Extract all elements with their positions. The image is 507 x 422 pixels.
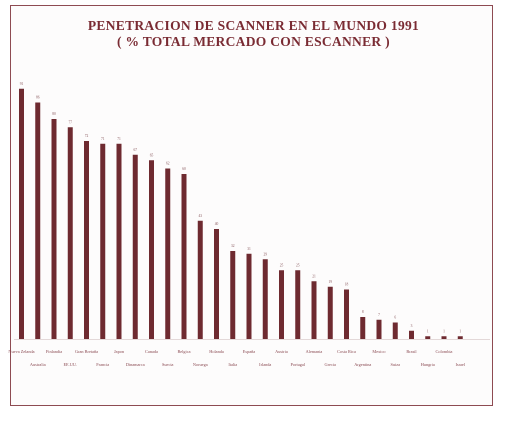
value-label: 8 [362, 310, 364, 314]
bar [295, 270, 301, 339]
category-label: Portugal [290, 362, 305, 367]
category-label: Austria [275, 349, 288, 354]
value-label: 71 [117, 137, 121, 141]
chart-subtitle: ( % TOTAL MERCADO CON ESCANNER ) [117, 34, 390, 49]
category-label: Nueva Zelanda [8, 349, 34, 354]
bar [376, 319, 382, 339]
bar [116, 143, 122, 339]
bar [279, 270, 284, 339]
bar [392, 322, 398, 339]
bar [327, 286, 333, 339]
value-label: 18 [345, 283, 349, 287]
value-label: 25 [280, 263, 284, 267]
category-label: Israel [455, 362, 465, 367]
value-label: 1 [427, 329, 429, 333]
bar [67, 127, 73, 339]
value-label: 1 [443, 329, 445, 333]
value-label: 7 [378, 313, 380, 317]
category-label: Hungria [421, 362, 435, 367]
category-label: Belgica [177, 349, 190, 354]
value-label: 19 [328, 280, 332, 284]
bar [214, 229, 219, 339]
category-label: Dinamarca [126, 362, 145, 367]
value-label: 21 [312, 274, 316, 278]
bar [197, 220, 203, 339]
category-label: Suiza [390, 362, 400, 367]
value-label: 86 [36, 96, 40, 100]
chart-frame [10, 5, 493, 406]
bar [35, 102, 41, 339]
category-label: Noruega [193, 362, 208, 367]
bar [262, 259, 268, 339]
category-label: Italia [228, 362, 237, 367]
category-label: Holanda [209, 349, 224, 354]
value-label: 65 [150, 153, 154, 157]
bar [230, 251, 236, 339]
value-label: 25 [296, 263, 300, 267]
bar [360, 317, 366, 339]
value-label: 43 [198, 214, 202, 218]
bar [457, 336, 463, 339]
category-label: Grecia [325, 362, 337, 367]
category-label: Finlandia [46, 349, 62, 354]
bar [132, 154, 138, 339]
value-label: 72 [85, 134, 89, 138]
bar [246, 253, 252, 339]
bar [409, 330, 414, 339]
bar [165, 168, 171, 339]
value-label: 40 [215, 222, 219, 226]
category-label: Brasil [406, 349, 417, 354]
bar [425, 336, 431, 339]
value-label: 67 [133, 148, 137, 152]
bar [51, 119, 57, 339]
category-label: Costa Rica [337, 349, 356, 354]
category-label: Mexico [372, 349, 385, 354]
bar [344, 289, 349, 339]
category-label: Irlanda [259, 362, 271, 367]
bar [441, 336, 447, 339]
bar [181, 174, 187, 339]
category-label: España [243, 349, 256, 354]
category-label: Alemania [306, 349, 323, 354]
category-label: Gran Bretaña [75, 349, 98, 354]
chart-title: PENETRACION DE SCANNER EN EL MUNDO 1991 [87, 18, 420, 33]
value-label: 32 [231, 244, 235, 248]
value-label: 62 [166, 162, 170, 166]
value-label: 60 [182, 167, 186, 171]
bar [100, 143, 106, 339]
value-label: 80 [52, 112, 56, 116]
category-label: EE.UU. [63, 362, 77, 367]
category-label: Francia [96, 362, 109, 367]
bar [311, 281, 317, 339]
value-label: 71 [101, 137, 105, 141]
bar [149, 160, 154, 339]
value-label: 3 [411, 324, 413, 328]
category-label: Suecia [162, 362, 174, 367]
value-label: 31 [247, 247, 251, 251]
category-label: Colombia [436, 349, 453, 354]
value-label: 91 [20, 82, 24, 86]
value-label: 29 [263, 252, 267, 256]
value-label: 77 [68, 120, 72, 124]
category-label: Australia [30, 362, 46, 367]
category-label: Canada [145, 349, 158, 354]
bar [84, 141, 89, 339]
value-label: 6 [394, 316, 396, 320]
bar [19, 88, 24, 339]
value-label: 1 [459, 329, 461, 333]
category-label: Japon [114, 349, 125, 354]
category-label: Argentina [354, 362, 371, 367]
